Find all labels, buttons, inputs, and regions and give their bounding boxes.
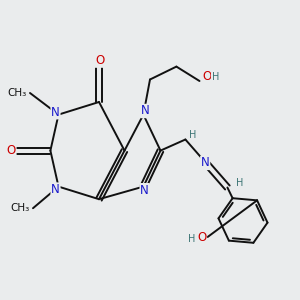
Text: H: H bbox=[189, 130, 196, 140]
Text: O: O bbox=[202, 70, 211, 83]
Text: H: H bbox=[188, 234, 196, 244]
Text: N: N bbox=[51, 106, 60, 119]
Text: N: N bbox=[201, 156, 210, 170]
Text: N: N bbox=[51, 183, 60, 196]
Text: N: N bbox=[140, 184, 149, 197]
Text: O: O bbox=[197, 231, 206, 244]
Text: CH₃: CH₃ bbox=[11, 203, 30, 213]
Text: CH₃: CH₃ bbox=[8, 88, 27, 98]
Text: O: O bbox=[95, 54, 104, 67]
Text: N: N bbox=[141, 104, 150, 118]
Text: H: H bbox=[236, 178, 243, 188]
Text: H: H bbox=[212, 72, 219, 82]
Text: O: O bbox=[7, 144, 16, 157]
